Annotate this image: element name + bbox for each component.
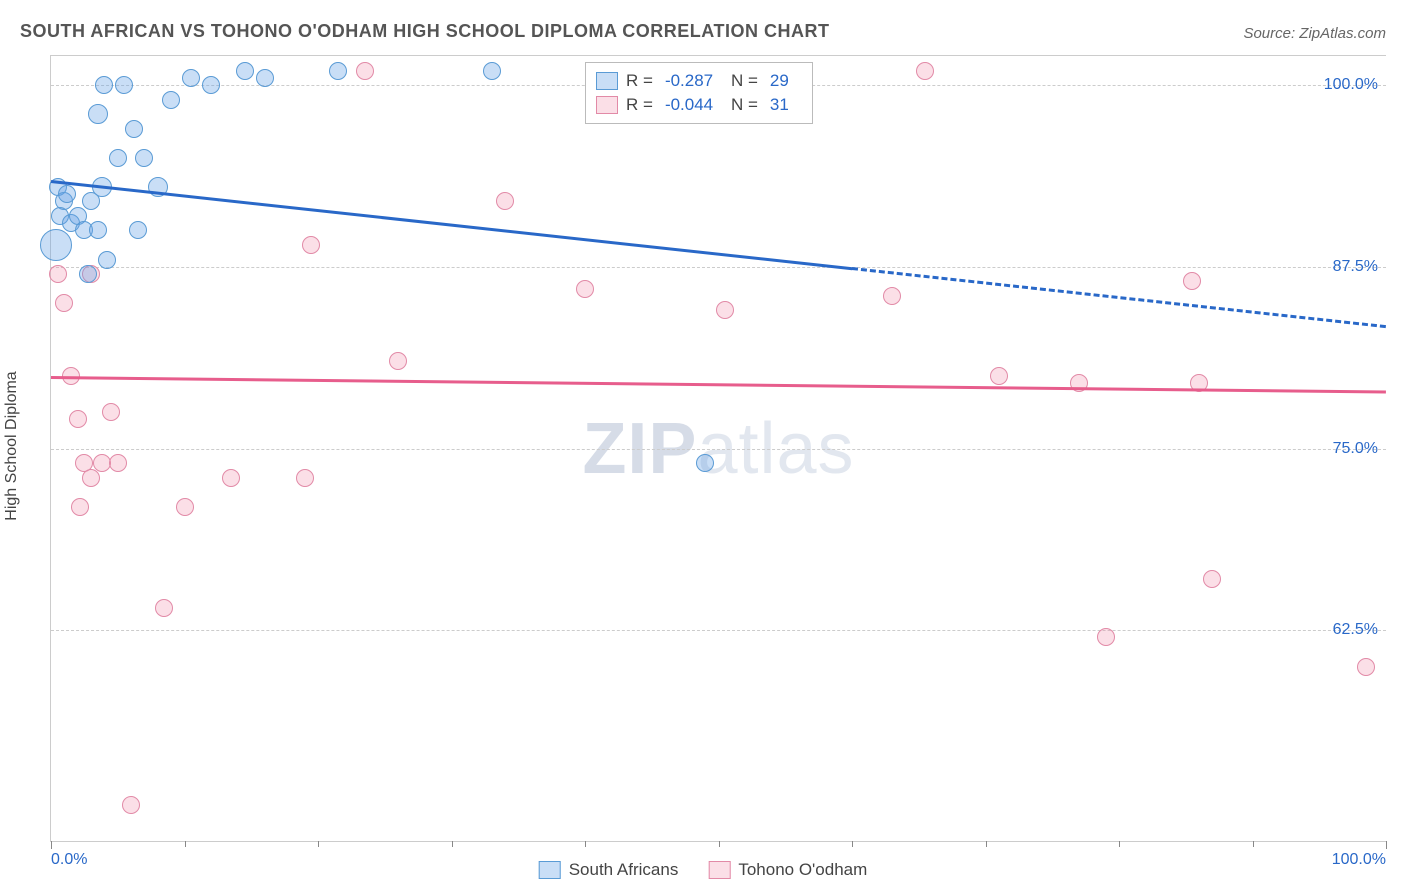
n-label: N = xyxy=(731,71,758,91)
scatter-chart: ZIPatlas 62.5%75.0%87.5%100.0%0.0%100.0%… xyxy=(50,55,1386,842)
data-point xyxy=(256,69,274,87)
data-point xyxy=(155,599,173,617)
data-point xyxy=(88,104,108,124)
data-point xyxy=(176,498,194,516)
data-point xyxy=(296,469,314,487)
y-tick-label: 87.5% xyxy=(1333,258,1378,276)
data-point xyxy=(883,287,901,305)
data-point xyxy=(329,62,347,80)
data-point xyxy=(389,352,407,370)
x-tick-label: 100.0% xyxy=(1332,851,1386,869)
y-tick-label: 75.0% xyxy=(1333,440,1378,458)
x-tick xyxy=(585,841,586,847)
swatch-blue xyxy=(596,72,618,90)
legend-label-blue: South Africans xyxy=(569,860,679,880)
data-point xyxy=(202,76,220,94)
data-point xyxy=(696,454,714,472)
data-point xyxy=(1357,658,1375,676)
r-label: R = xyxy=(626,95,653,115)
x-tick-label: 0.0% xyxy=(51,851,87,869)
data-point xyxy=(55,294,73,312)
trend-line xyxy=(51,376,1386,394)
data-point xyxy=(916,62,934,80)
r-value: -0.044 xyxy=(665,95,723,115)
data-point xyxy=(1203,570,1221,588)
series-legend: South Africans Tohono O'odham xyxy=(539,860,868,880)
stats-legend: R = -0.287 N = 29 R = -0.044 N = 31 xyxy=(585,62,813,124)
data-point xyxy=(1183,272,1201,290)
swatch-pink xyxy=(596,96,618,114)
legend-item-pink: Tohono O'odham xyxy=(708,860,867,880)
x-tick xyxy=(1386,841,1387,849)
source-label: Source: ZipAtlas.com xyxy=(1243,25,1386,42)
x-tick xyxy=(185,841,186,847)
n-label: N = xyxy=(731,95,758,115)
data-point xyxy=(356,62,374,80)
data-point xyxy=(122,796,140,814)
data-point xyxy=(162,91,180,109)
data-point xyxy=(716,301,734,319)
data-point xyxy=(236,62,254,80)
legend-label-pink: Tohono O'odham xyxy=(738,860,867,880)
data-point xyxy=(496,192,514,210)
data-point xyxy=(71,498,89,516)
gridline xyxy=(51,267,1386,268)
x-tick xyxy=(719,841,720,847)
x-tick xyxy=(452,841,453,847)
trend-line xyxy=(852,267,1386,328)
x-tick xyxy=(852,841,853,847)
data-point xyxy=(129,221,147,239)
data-point xyxy=(576,280,594,298)
r-value: -0.287 xyxy=(665,71,723,91)
gridline xyxy=(51,630,1386,631)
data-point xyxy=(40,229,72,261)
data-point xyxy=(79,265,97,283)
gridline xyxy=(51,449,1386,450)
data-point xyxy=(69,410,87,428)
data-point xyxy=(125,120,143,138)
data-point xyxy=(135,149,153,167)
y-tick-label: 100.0% xyxy=(1324,76,1378,94)
x-tick xyxy=(986,841,987,847)
chart-header: SOUTH AFRICAN VS TOHONO O'ODHAM HIGH SCH… xyxy=(0,0,1406,50)
swatch-pink xyxy=(708,861,730,879)
data-point xyxy=(1097,628,1115,646)
n-value: 29 xyxy=(770,71,798,91)
data-point xyxy=(483,62,501,80)
data-point xyxy=(49,265,67,283)
data-point xyxy=(109,454,127,472)
r-label: R = xyxy=(626,71,653,91)
data-point xyxy=(182,69,200,87)
data-point xyxy=(222,469,240,487)
data-point xyxy=(102,403,120,421)
stats-row: R = -0.287 N = 29 xyxy=(596,69,798,93)
x-tick xyxy=(1253,841,1254,847)
trend-line xyxy=(51,180,852,270)
y-axis-label: High School Diploma xyxy=(3,371,21,520)
swatch-blue xyxy=(539,861,561,879)
data-point xyxy=(89,221,107,239)
data-point xyxy=(990,367,1008,385)
data-point xyxy=(302,236,320,254)
x-tick xyxy=(318,841,319,847)
data-point xyxy=(95,76,113,94)
n-value: 31 xyxy=(770,95,798,115)
data-point xyxy=(109,149,127,167)
y-tick-label: 62.5% xyxy=(1333,621,1378,639)
legend-item-blue: South Africans xyxy=(539,860,679,880)
chart-title: SOUTH AFRICAN VS TOHONO O'ODHAM HIGH SCH… xyxy=(20,21,829,42)
data-point xyxy=(115,76,133,94)
x-tick xyxy=(1119,841,1120,847)
data-point xyxy=(98,251,116,269)
data-point xyxy=(58,185,76,203)
x-tick xyxy=(51,841,52,849)
stats-row: R = -0.044 N = 31 xyxy=(596,93,798,117)
